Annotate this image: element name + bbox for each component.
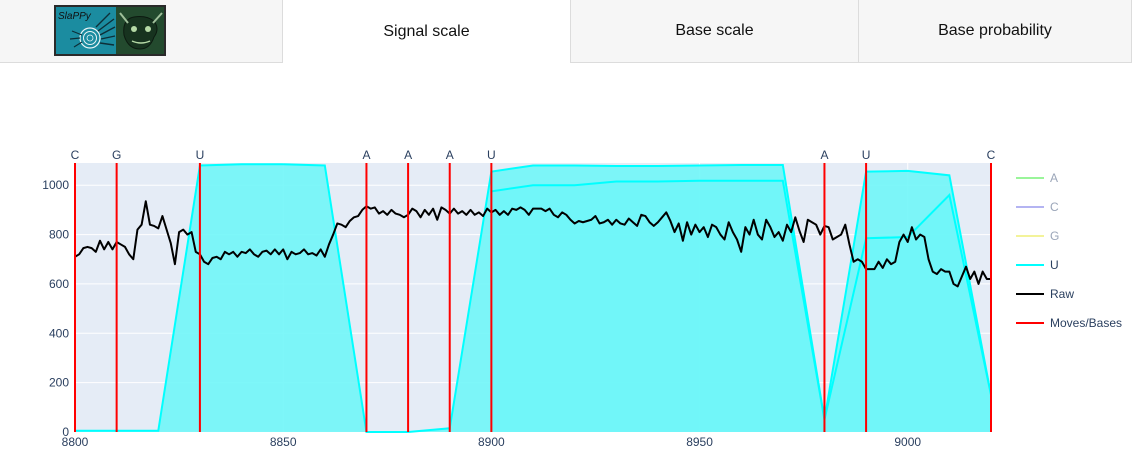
u-probability-line-1 <box>491 179 992 420</box>
base-label-8: U <box>862 148 871 162</box>
base-label-0: C <box>71 148 80 162</box>
base-label-4: A <box>404 148 412 162</box>
base-label-2: U <box>196 148 205 162</box>
legend-label-c: C <box>1050 200 1059 214</box>
u-probability-line-0 <box>75 163 992 433</box>
legend-item-a[interactable] <box>1014 168 1124 188</box>
legend-item-g[interactable] <box>1014 226 1124 246</box>
x-tick-label: 8900 <box>478 435 505 449</box>
y-tick-label: 1000 <box>42 178 69 192</box>
legend-label-u: U <box>1050 258 1059 272</box>
legend-item-movesbases[interactable] <box>1014 313 1124 333</box>
y-tick-label: 200 <box>49 376 69 390</box>
tab-base-scale[interactable]: Base scale <box>571 0 859 63</box>
tab-signal-scale-label: Signal scale <box>383 22 470 40</box>
y-tick-label: 400 <box>49 326 69 340</box>
raw-signal-line <box>74 200 991 288</box>
tab-base-scale-label: Base scale <box>675 22 754 39</box>
signal-chart: C G U A A A U A U C 0 200 400 600 800 1000 8800 8850 8900 8… <box>42 148 1124 449</box>
base-label-6: U <box>487 148 496 162</box>
legend-label-g: G <box>1050 229 1059 243</box>
tab-base-probability[interactable]: Base probability <box>859 0 1132 63</box>
x-tick-label: 8950 <box>686 435 713 449</box>
base-label-9: C <box>987 148 996 162</box>
tab-signal-scale[interactable]: Signal scale <box>283 0 571 63</box>
x-tick-label: 8850 <box>270 435 297 449</box>
base-label-3: A <box>362 148 370 162</box>
x-tick-label: 8800 <box>62 435 89 449</box>
tab-base-probability-label: Base probability <box>938 22 1052 39</box>
legend-item-raw[interactable] <box>1014 284 1124 304</box>
y-tick-label: 0 <box>62 425 69 439</box>
app-logo: SlaPPy <box>54 5 166 56</box>
logo-area: SlaPPy <box>0 0 283 63</box>
x-tick-label: 9000 <box>894 435 921 449</box>
y-tick-label: 600 <box>49 277 69 291</box>
tab-bar: SlaPPy Signal scale Base scale Base prob… <box>0 0 1132 63</box>
legend-item-c[interactable] <box>1014 197 1124 217</box>
y-tick-label: 800 <box>49 228 69 242</box>
legend-item-u[interactable] <box>1014 255 1124 275</box>
base-label-1: G <box>112 148 121 162</box>
logo-wordmark: SlaPPy <box>58 11 92 22</box>
legend-label-a: A <box>1050 171 1058 185</box>
base-label-5: A <box>446 148 454 162</box>
base-label-7: A <box>820 148 828 162</box>
legend-label-raw: Raw <box>1050 287 1074 301</box>
